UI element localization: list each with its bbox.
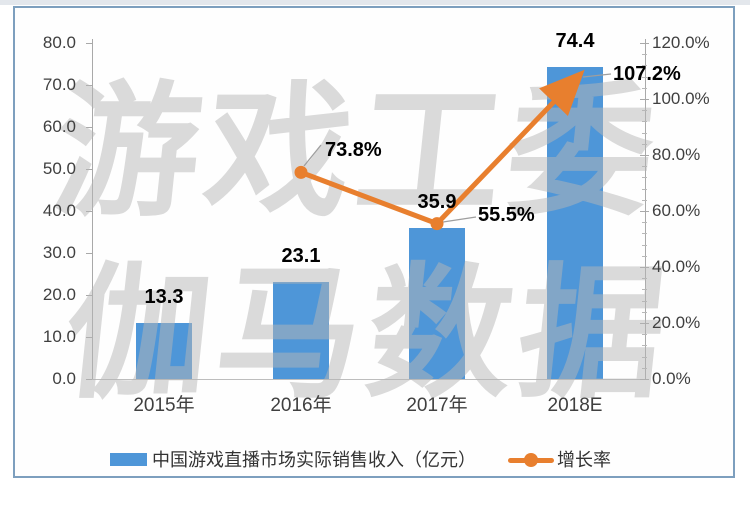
left-axis-tick-label: 40.0 xyxy=(42,201,76,220)
left-axis-tick xyxy=(86,85,92,86)
right-axis-tick-label: 120.0% xyxy=(652,33,710,52)
x-axis-category-label: 2016年 xyxy=(270,395,332,416)
growth-rate-label: 73.8% xyxy=(325,139,382,161)
right-axis-tick xyxy=(640,211,649,212)
bar-value-label: 23.1 xyxy=(281,244,321,267)
right-axis-minor-tick xyxy=(642,132,647,134)
right-axis-tick-label: 20.0% xyxy=(652,313,701,332)
right-axis-minor-tick xyxy=(642,244,647,246)
right-axis-minor-tick xyxy=(642,255,647,257)
left-axis-tick xyxy=(86,169,92,170)
right-axis-minor-tick xyxy=(642,278,647,280)
left-axis-tick xyxy=(86,43,92,44)
right-axis-minor-tick xyxy=(642,65,647,67)
x-axis-category-label: 2017年 xyxy=(406,395,468,416)
right-axis-minor-tick xyxy=(642,87,647,89)
left-axis-tick-label: 60.0 xyxy=(42,117,76,136)
bar-value-label: 74.4 xyxy=(555,29,595,52)
right-axis-line xyxy=(645,39,646,380)
top-strip xyxy=(0,0,750,5)
left-axis-tick-label: 30.0 xyxy=(42,243,76,262)
left-axis-tick-label: 70.0 xyxy=(42,75,76,94)
right-axis-minor-tick xyxy=(642,289,647,291)
right-axis-minor-tick xyxy=(642,334,647,336)
left-axis-tick-label: 10.0 xyxy=(42,327,76,346)
bar-2015年 xyxy=(136,323,192,379)
right-axis-tick xyxy=(640,323,649,324)
right-axis-minor-tick xyxy=(642,300,647,302)
left-axis-tick-label: 80.0 xyxy=(42,33,76,52)
right-axis-minor-tick xyxy=(642,356,647,358)
left-axis-tick-label: 20.0 xyxy=(42,285,76,304)
left-axis-tick xyxy=(86,253,92,254)
right-axis-tick xyxy=(640,155,649,156)
right-axis-minor-tick xyxy=(642,54,647,56)
right-axis-tick-label: 60.0% xyxy=(652,201,701,220)
bar-value-label: 35.9 xyxy=(417,191,457,214)
left-axis-tick xyxy=(86,127,92,128)
right-axis-minor-tick xyxy=(642,222,647,224)
left-axis-line xyxy=(92,39,93,380)
right-axis-minor-tick xyxy=(642,345,647,347)
right-axis-tick xyxy=(640,379,649,380)
left-axis-tick xyxy=(86,337,92,338)
right-axis-minor-tick xyxy=(642,110,647,112)
bar-2017年 xyxy=(409,228,465,379)
bar-2016年 xyxy=(273,281,329,379)
growth-rate-label: 107.2% xyxy=(613,63,681,85)
x-axis-category-label: 2015年 xyxy=(133,395,195,416)
growth-rate-label: 55.5% xyxy=(478,204,535,226)
right-axis-minor-tick xyxy=(642,143,647,145)
right-axis-tick-label: 0.0% xyxy=(652,369,691,388)
right-axis-minor-tick xyxy=(642,177,647,179)
right-axis-tick-label: 100.0% xyxy=(652,89,710,108)
right-axis-minor-tick xyxy=(642,121,647,123)
left-axis-tick xyxy=(86,295,92,296)
x-axis-category-label: 2018E xyxy=(547,395,603,416)
left-axis-tick xyxy=(86,379,92,380)
right-axis-minor-tick xyxy=(642,367,647,369)
right-axis-tick xyxy=(640,267,649,268)
bar-value-label: 13.3 xyxy=(144,286,184,309)
right-axis-tick xyxy=(640,43,649,44)
right-axis-minor-tick xyxy=(642,199,647,201)
right-axis-tick-label: 80.0% xyxy=(652,145,701,164)
right-axis-minor-tick xyxy=(642,311,647,313)
right-axis-tick xyxy=(640,99,649,100)
right-axis-tick-label: 40.0% xyxy=(652,257,701,276)
right-axis-minor-tick xyxy=(642,233,647,235)
right-axis-minor-tick xyxy=(642,166,647,168)
left-axis-tick-label: 50.0 xyxy=(42,159,76,178)
left-axis-tick-label: 0.0 xyxy=(52,369,76,388)
right-axis-minor-tick xyxy=(642,76,647,78)
bar-2018E xyxy=(547,66,603,379)
right-axis-minor-tick xyxy=(642,188,647,190)
x-axis-line xyxy=(92,379,645,380)
left-axis-tick xyxy=(86,211,92,212)
